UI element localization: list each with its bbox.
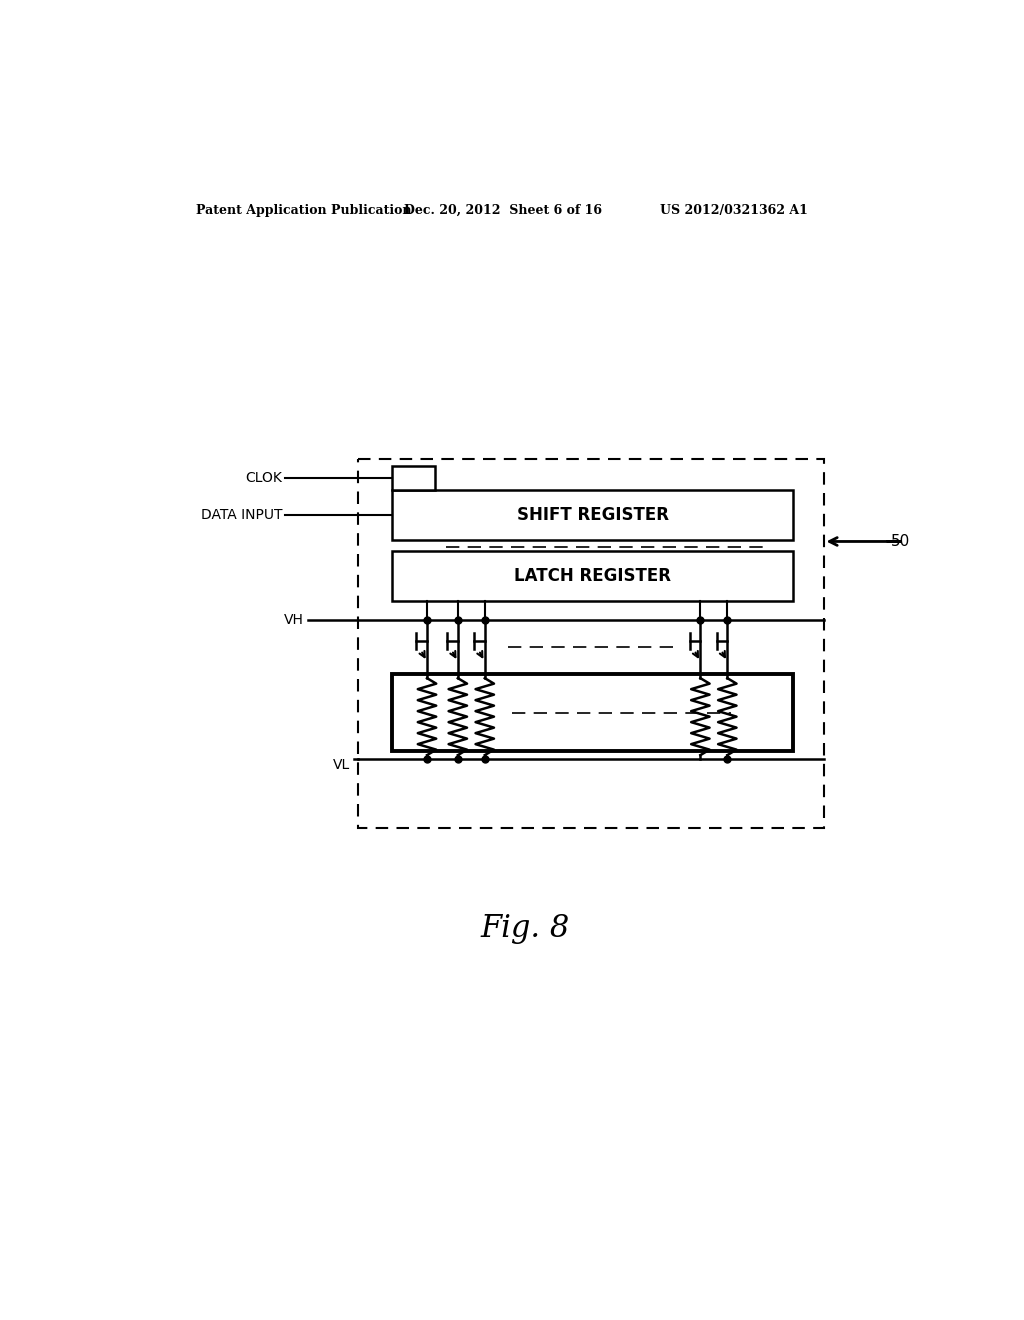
Bar [392,490,793,540]
Text: 50: 50 [891,535,910,549]
Bar [392,466,435,490]
Text: CLOK: CLOK [246,471,283,484]
Text: Dec. 20, 2012  Sheet 6 of 16: Dec. 20, 2012 Sheet 6 of 16 [403,205,602,218]
Text: US 2012/0321362 A1: US 2012/0321362 A1 [660,205,808,218]
Text: Patent Application Publication: Patent Application Publication [196,205,412,218]
Text: LATCH REGISTER: LATCH REGISTER [514,568,671,585]
Text: SHIFT REGISTER: SHIFT REGISTER [516,506,669,524]
Bar [392,675,793,751]
Text: DATA INPUT: DATA INPUT [201,507,283,521]
Text: Fig. 8: Fig. 8 [480,913,569,944]
Bar [357,459,823,829]
Text: VL: VL [333,758,350,772]
Bar [392,552,793,601]
Text: VH: VH [284,614,304,627]
